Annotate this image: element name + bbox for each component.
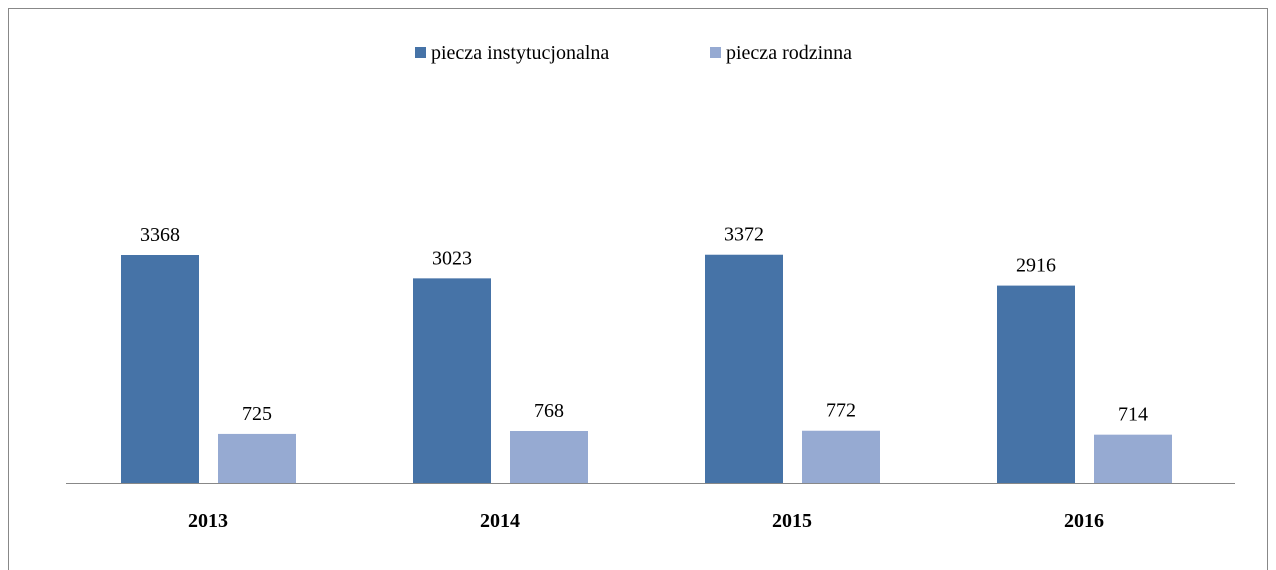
value-label: 3023 (432, 247, 472, 269)
bar (802, 430, 880, 483)
value-label: 714 (1118, 404, 1148, 426)
x-tick-label: 2016 (1064, 510, 1104, 532)
value-label: 768 (534, 400, 564, 422)
legend-swatch (710, 47, 721, 58)
x-tick-label: 2015 (772, 510, 812, 532)
bar (997, 285, 1075, 483)
legend-label: piecza rodzinna (726, 42, 852, 64)
value-label: 3372 (724, 224, 764, 246)
value-label: 2916 (1016, 255, 1056, 277)
bar (705, 254, 783, 483)
legend-swatch (415, 47, 426, 58)
legend-label: piecza instytucjonalna (431, 42, 609, 64)
value-label: 3368 (140, 224, 180, 246)
bar (413, 278, 491, 483)
value-label: 772 (826, 400, 856, 422)
value-label: 725 (242, 403, 272, 425)
bar (510, 431, 588, 483)
x-tick-label: 2013 (188, 510, 228, 532)
x-tick-label: 2014 (480, 510, 520, 532)
bar (1094, 434, 1172, 483)
bar (121, 255, 199, 483)
bar (218, 433, 296, 483)
